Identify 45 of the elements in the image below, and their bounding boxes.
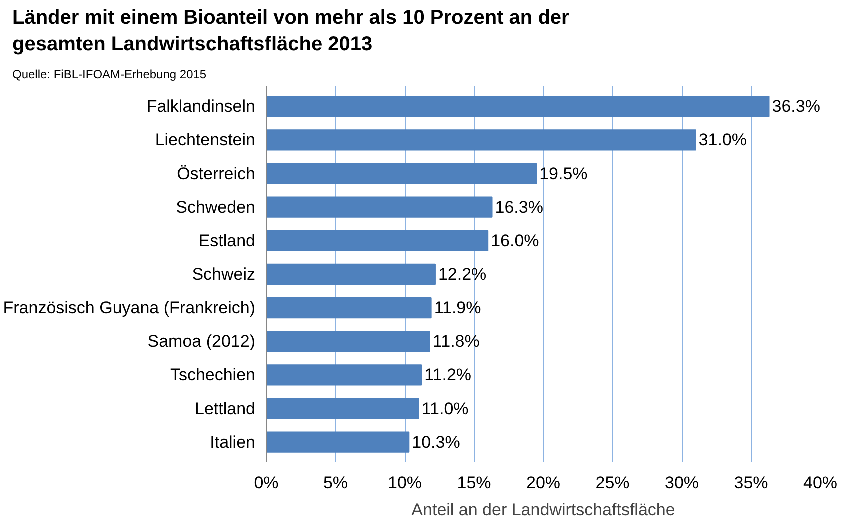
data-label: 11.9% — [434, 298, 482, 318]
data-label: 10.3% — [412, 432, 460, 452]
source-note: Quelle: FiBL-IFOAM-Erhebung 2015 — [12, 68, 207, 82]
y-tick-label: Liechtenstein — [155, 130, 256, 150]
y-tick-label: Österreich — [177, 164, 256, 184]
bar — [266, 196, 493, 218]
chart-title: Länder mit einem Bioanteil von mehr als 10 Prozent an der gesamten Landwirtschaftsfläche 2013 — [12, 7, 570, 56]
data-label: 11.0% — [422, 399, 469, 418]
bar — [266, 163, 538, 184]
data-label: 36.3% — [772, 97, 820, 116]
data-label: 11.2% — [424, 366, 472, 385]
data-label: 19.5% — [540, 164, 588, 184]
y-tick-label: Falklandinseln — [146, 97, 256, 116]
x-tick-label: 30% — [664, 474, 700, 492]
x-tick-label: 0% — [254, 474, 279, 492]
data-label: 31.0% — [698, 130, 748, 150]
y-tick-label: Italien — [210, 432, 256, 452]
y-tick-label: Schweden — [176, 198, 256, 217]
data-label: 16.0% — [491, 231, 540, 250]
bar — [266, 130, 696, 151]
bar — [266, 364, 422, 386]
data-label: 16.3% — [495, 198, 544, 217]
y-tick-label: Französisch Guyana (Frankreich) — [3, 298, 256, 318]
y-tick-label: Schweiz — [192, 265, 256, 284]
y-tick-label: Tschechien — [170, 366, 256, 385]
y-tick-label: Samoa (2012) — [148, 332, 256, 352]
y-tick-label: Estland — [198, 231, 256, 250]
x-tick-label: 5% — [323, 474, 348, 492]
bar — [266, 331, 430, 352]
data-label: 11.8% — [432, 332, 480, 352]
x-tick-label: 35% — [734, 474, 768, 492]
x-axis-title: Anteil an der Landwirtschaftsfläche — [412, 500, 676, 520]
bar — [266, 298, 432, 319]
y-tick-label: Lettland — [195, 399, 256, 418]
x-tick-label: 15% — [457, 474, 492, 492]
bar — [266, 96, 770, 118]
x-tick-label: 10% — [388, 474, 422, 492]
bar — [266, 398, 420, 420]
bar — [266, 264, 436, 286]
data-label: 12.2% — [438, 265, 487, 284]
bar — [266, 432, 410, 453]
x-tick-label: 20% — [526, 474, 561, 492]
bar — [266, 230, 489, 252]
x-tick-label: 40% — [803, 474, 838, 492]
x-tick-label: 25% — [596, 474, 630, 492]
